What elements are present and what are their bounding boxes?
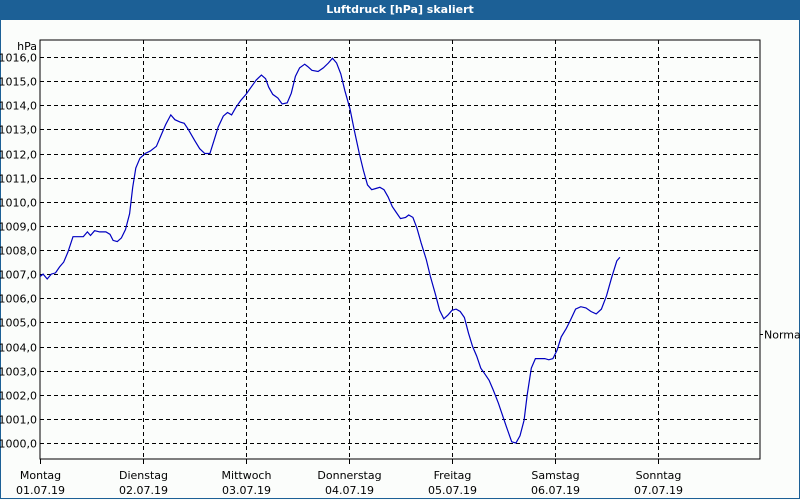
y-tick-label: 1011,0 [0, 173, 37, 186]
y-tick-label: 1004,0 [0, 342, 37, 355]
x-tick-date: 07.07.19 [634, 484, 683, 497]
y-tick-label: 1014,0 [0, 100, 37, 113]
y-tick-label: 1015,0 [0, 76, 37, 89]
normal-reference-marker: Normal [760, 329, 800, 342]
x-tick-date: 02.07.19 [119, 484, 168, 497]
x-tick-day: Freitag [434, 469, 472, 482]
x-tick-day: Mittwoch [222, 469, 272, 482]
x-axis-ticks: Montag 01.07.19 Dienstag 02.07.19 Mittwoch 03… [16, 459, 683, 497]
y-tick-label: 1001,0 [0, 414, 37, 427]
x-tick-date: 05.07.19 [428, 484, 477, 497]
normal-label: Normal [764, 329, 800, 342]
pressure-line [39, 57, 621, 444]
x-tick-day: Dienstag [119, 469, 168, 482]
x-tick-date: 03.07.19 [222, 484, 271, 497]
y-tick-label: 1005,0 [0, 317, 37, 330]
x-tick-day: Samstag [531, 469, 579, 482]
y-tick-label: 1006,0 [0, 293, 37, 306]
x-tick-date: 04.07.19 [325, 484, 374, 497]
y-tick-label: 1016,0 [0, 52, 37, 65]
x-tick-date: 01.07.19 [16, 484, 65, 497]
plot-area-border [39, 39, 761, 460]
y-tick-label: 1012,0 [0, 149, 37, 162]
x-tick-day: Donnerstag [317, 469, 381, 482]
y-tick-label: 1013,0 [0, 124, 37, 137]
x-tick-date: 06.07.19 [531, 484, 580, 497]
y-axis-ticks: 1016,0 1015,0 1014,0 1013,0 1012,0 1011,0 1010… [0, 52, 37, 451]
x-tick-day: Sonntag [636, 469, 682, 482]
y-tick-label: 1010,0 [0, 197, 37, 210]
y-tick-label: 1008,0 [0, 245, 37, 258]
y-tick-label: 1003,0 [0, 366, 37, 379]
y-axis-unit: hPa [17, 40, 37, 53]
x-tick-day: Montag [20, 469, 61, 482]
grid-lines [40, 40, 760, 459]
y-tick-label: 1007,0 [0, 269, 37, 282]
y-tick-label: 1009,0 [0, 221, 37, 234]
chart-title: Luftdruck [hPa] skaliert [0, 0, 800, 20]
y-tick-label: 1000,0 [0, 438, 37, 451]
y-tick-label: 1002,0 [0, 390, 37, 403]
